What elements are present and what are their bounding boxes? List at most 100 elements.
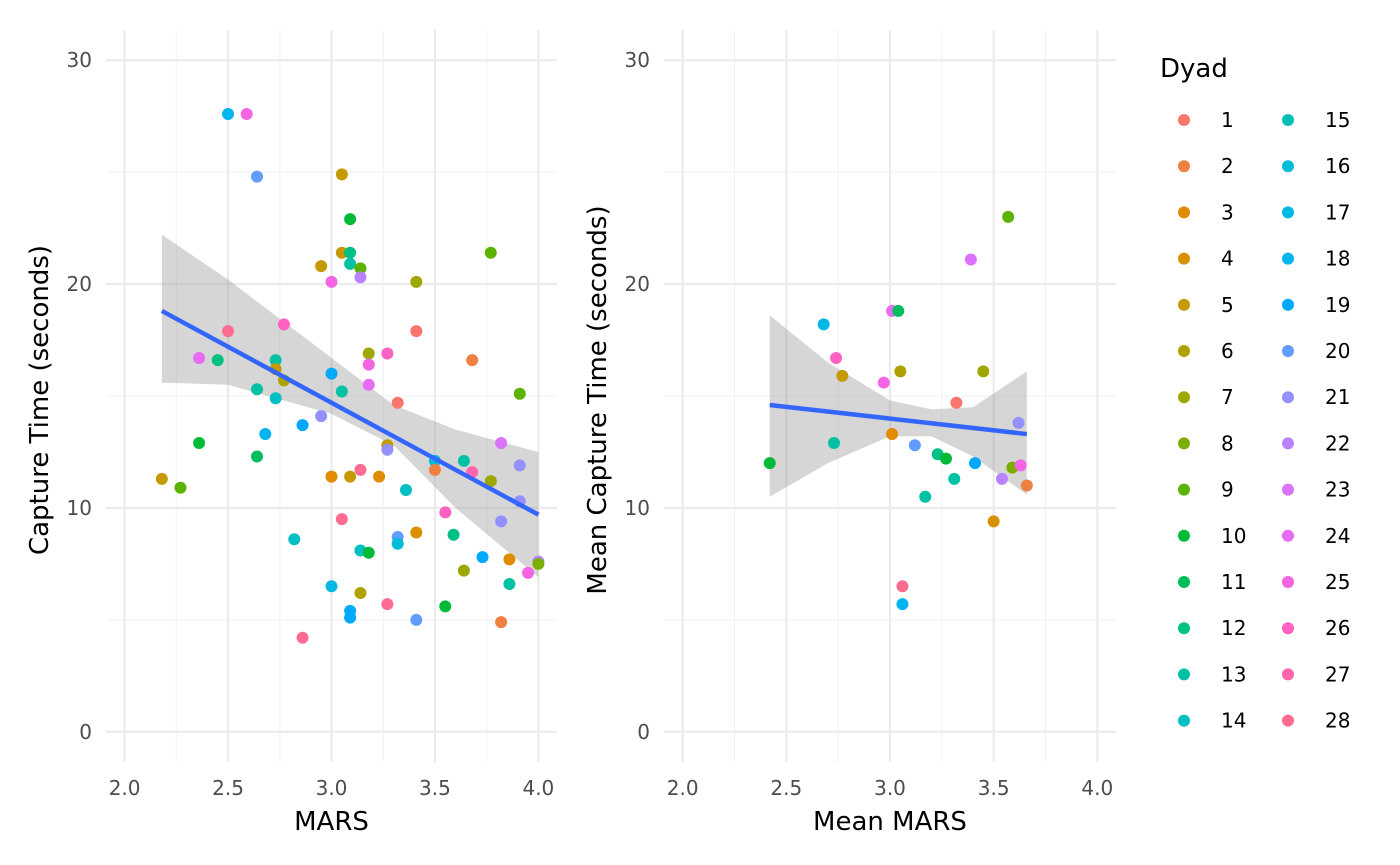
data-point [484, 475, 497, 488]
data-point [495, 437, 508, 450]
data-point [193, 437, 206, 450]
legend-item: 25 [1282, 570, 1350, 594]
data-point [251, 383, 264, 396]
right-panel-mean-mars: 2.0 2.5 3.0 3.5 4.0 0 10 20 30 Mean MARS Mean Capt… [583, 30, 1116, 837]
legend-swatch [1282, 298, 1294, 311]
data-point [1020, 479, 1033, 492]
data-point [288, 533, 301, 546]
legend-swatch [1178, 714, 1190, 727]
legend-item: 6 [1178, 339, 1234, 363]
legend-label: 11 [1221, 570, 1246, 594]
legend-swatch [1178, 483, 1190, 496]
data-point [817, 318, 830, 331]
data-point [410, 526, 423, 539]
data-point [354, 463, 367, 476]
data-point [211, 354, 224, 367]
data-point [381, 598, 394, 611]
legend-label: 24 [1325, 524, 1350, 548]
data-point [354, 262, 367, 275]
data-point [987, 515, 1000, 528]
data-point [335, 168, 348, 181]
legend-swatch [1282, 206, 1294, 219]
data-point [335, 513, 348, 526]
data-point [362, 347, 375, 360]
data-point [908, 439, 921, 452]
legend-label: 21 [1325, 385, 1350, 409]
legend-label: 14 [1221, 709, 1246, 733]
data-point [503, 553, 516, 566]
data-point [495, 616, 508, 629]
legend-swatch [1282, 622, 1294, 635]
data-point [222, 107, 235, 120]
data-point [335, 385, 348, 398]
legend-label: 9 [1221, 478, 1234, 502]
legend-item: 7 [1178, 385, 1234, 409]
data-point [532, 557, 545, 570]
x-axis-title: Mean MARS [813, 807, 967, 837]
x-axis-title: MARS [294, 807, 369, 837]
regression-line [769, 402, 1028, 437]
x-tick-label: 3.5 [978, 776, 1010, 800]
legend-swatch [1282, 114, 1294, 126]
data-point [439, 600, 452, 613]
data-point [315, 260, 328, 273]
legend-item: 10 [1178, 524, 1246, 548]
data-point [896, 598, 909, 611]
data-point [354, 271, 367, 284]
data-point [325, 580, 338, 593]
data-point [296, 631, 309, 644]
data-point [335, 246, 348, 259]
legend-item: 27 [1282, 662, 1350, 686]
legend-swatch [1178, 437, 1190, 450]
data-point [484, 246, 497, 259]
data-point [344, 246, 357, 259]
confidence-band [161, 234, 539, 578]
data-point [251, 450, 264, 463]
legend-item: 26 [1282, 616, 1350, 640]
x-tick-label: 3.5 [419, 776, 451, 800]
legend-item: 24 [1282, 524, 1350, 548]
data-point [503, 578, 516, 591]
legend-swatch [1282, 576, 1294, 588]
legend-label: 18 [1325, 247, 1350, 271]
legend-title: Dyad [1160, 54, 1228, 84]
confidence-band [769, 315, 1027, 497]
legend-item: 19 [1282, 293, 1350, 317]
y-tick-label: 10 [625, 496, 650, 520]
legend-label: 25 [1325, 570, 1350, 594]
y-tick-label: 30 [67, 48, 92, 72]
data-point [391, 537, 404, 550]
data-point [325, 470, 338, 483]
data-point [362, 546, 375, 559]
data-point [830, 351, 843, 364]
legend-swatch [1282, 345, 1294, 357]
data-point [877, 376, 890, 389]
data-point [894, 365, 907, 378]
data-point [410, 613, 423, 626]
legend-item: 18 [1282, 247, 1350, 271]
legend-label: 16 [1325, 154, 1350, 178]
data-point [950, 396, 963, 409]
data-points [155, 107, 545, 644]
data-point [277, 318, 290, 331]
legend-item: 28 [1282, 709, 1350, 733]
y-tick-label: 0 [637, 720, 650, 744]
data-point [362, 378, 375, 391]
legend-label: 15 [1325, 108, 1350, 132]
legend-swatch [1178, 576, 1190, 588]
legend-label: 4 [1221, 247, 1234, 271]
legend-swatch [1282, 437, 1294, 450]
legend-item: 11 [1178, 570, 1246, 594]
major-gridlines [106, 30, 557, 762]
data-point [513, 387, 526, 400]
legend-swatch [1178, 345, 1190, 357]
legend-item: 15 [1282, 108, 1350, 132]
data-point [836, 369, 849, 382]
legend-swatch [1282, 160, 1294, 173]
legend-swatch [1178, 252, 1190, 265]
regression-line [160, 308, 540, 517]
legend-swatch [1178, 622, 1190, 635]
data-point [344, 611, 357, 624]
y-axis-title: Mean Capture Time (seconds) [583, 205, 613, 594]
legend-label: 8 [1221, 431, 1234, 455]
